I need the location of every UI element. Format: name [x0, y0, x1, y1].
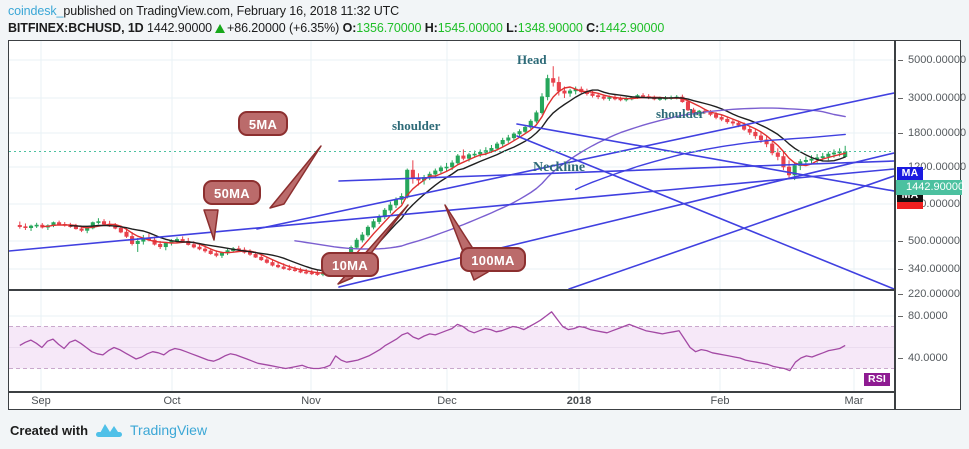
- time-axis-label: Feb: [710, 395, 730, 407]
- price-axis-label: 800.00000: [908, 198, 960, 210]
- callout-100ma: 100MA: [460, 247, 526, 272]
- pattern-label-shoulder: shoulder: [656, 106, 705, 121]
- publisher-name[interactable]: coindesk_: [8, 4, 64, 18]
- created-with-label: Created with: [10, 422, 89, 438]
- header-publish-line: coindesk_published on TradingView.com, F…: [8, 3, 958, 19]
- pattern-label-shoulder: shoulder: [392, 118, 441, 133]
- price-axis-label: 3000.00000: [908, 92, 967, 104]
- pattern-label-neckline: Neckline: [533, 160, 586, 175]
- price-axis-divider: [894, 41, 896, 409]
- footer: Created with TradingView: [10, 421, 207, 439]
- time-axis-label: Mar: [844, 395, 864, 407]
- rsi-axis-label: 40.0000: [908, 352, 948, 364]
- ma-badge-blue[interactable]: MA: [897, 167, 923, 180]
- ma100-line: [575, 133, 846, 191]
- time-axis-label: Dec: [437, 395, 457, 407]
- tradingview-logo-icon: [96, 421, 123, 439]
- symbol-label[interactable]: BITFINEX:BCHUSD, 1D: [8, 21, 144, 35]
- rsi-axis-label: 80.0000: [908, 310, 948, 322]
- up-triangle-icon: [215, 24, 226, 33]
- time-axis-label: Sep: [31, 395, 51, 407]
- ma-badge-red-bar: [897, 202, 923, 209]
- time-axis-label: Oct: [163, 395, 181, 407]
- ma5-line: [41, 86, 846, 274]
- price-axis-label: 500.00000: [908, 235, 960, 247]
- price-tick: [898, 98, 903, 99]
- high-label: H:: [424, 21, 438, 35]
- published-text: published on TradingView.com, February 1…: [63, 4, 400, 18]
- close-value: 1442.90000: [599, 21, 665, 35]
- high-value: 1545.00000: [437, 21, 503, 35]
- callout-10ma: 10MA: [321, 252, 379, 277]
- rsi-tick: [898, 358, 903, 359]
- rsi-badge[interactable]: RSI: [864, 373, 890, 386]
- chart-header: coindesk_published on TradingView.com, F…: [8, 3, 958, 36]
- rsi-pane[interactable]: [9, 291, 894, 391]
- last-price: 1442.90000: [146, 21, 213, 35]
- callout-50ma: 50MA: [203, 180, 261, 205]
- chart-frame: Sep Oct Nov Dec 2018 Feb Mar 5000.00000 3000.00…: [8, 40, 966, 410]
- current-price-tag: 1442.90000: [896, 180, 964, 195]
- close-label: C:: [586, 21, 600, 35]
- ma50-line: [294, 107, 846, 250]
- ma10-line: [69, 89, 846, 272]
- rsi-line: [19, 311, 846, 372]
- price-axis[interactable]: 5000.00000 3000.00000 1800.00000 1200.00000…: [896, 41, 966, 300]
- time-axis-label: 2018: [566, 395, 592, 407]
- open-value: 1356.70000: [356, 21, 422, 35]
- price-axis-label: 220.00000: [908, 288, 960, 300]
- price-tick: [898, 60, 903, 61]
- pane-divider: [9, 289, 894, 291]
- price-change: +86.20000 (+6.35%): [227, 21, 340, 35]
- price-axis-label: 1200.00000: [908, 161, 967, 173]
- open-label: O:: [342, 21, 357, 35]
- low-value: 1348.90000: [517, 21, 583, 35]
- pattern-label-head: Head: [517, 52, 547, 67]
- rsi-tick: [898, 316, 903, 317]
- callout-5ma: 5MA: [238, 111, 288, 136]
- tradingview-brand[interactable]: TradingView: [130, 422, 208, 438]
- price-canvas: [9, 41, 894, 289]
- price-tick: [898, 294, 903, 295]
- header-quote-line: BITFINEX:BCHUSD, 1D 1442.90000 +86.20000 …: [8, 20, 958, 36]
- price-tick: [898, 269, 903, 270]
- time-axis-label: Nov: [301, 395, 321, 407]
- low-label: L:: [506, 21, 518, 35]
- rsi-axis[interactable]: 80.0000 40.0000: [896, 291, 962, 391]
- price-axis-label: 5000.00000: [908, 54, 967, 66]
- price-axis-label: 340.00000: [908, 263, 960, 275]
- trendlines: [9, 92, 894, 289]
- price-tick: [898, 241, 903, 242]
- price-tick: [898, 133, 903, 134]
- time-axis[interactable]: Sep Oct Nov Dec 2018 Feb Mar: [9, 393, 894, 409]
- rsi-canvas: [9, 291, 894, 391]
- time-axis-divider: [9, 391, 894, 393]
- price-pane[interactable]: [9, 41, 894, 289]
- price-axis-label: 1800.00000: [908, 127, 967, 139]
